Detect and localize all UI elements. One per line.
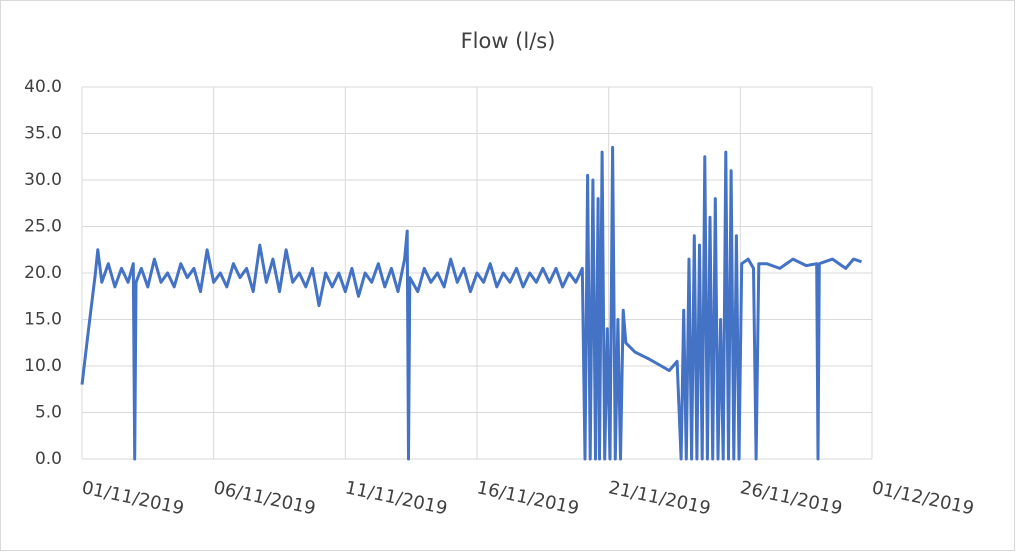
y-tick-label: 35.0 <box>24 124 62 144</box>
y-tick-label: 20.0 <box>24 263 62 283</box>
flow-line <box>80 145 862 461</box>
chart-title: Flow (l/s) <box>461 29 556 53</box>
y-tick-label: 25.0 <box>24 217 62 237</box>
y-tick-label: 15.0 <box>24 310 62 330</box>
y-tick-label: 5.0 <box>35 403 62 423</box>
y-tick-label: 40.0 <box>24 77 62 97</box>
y-tick-label: 0.0 <box>35 449 62 469</box>
y-tick-label: 30.0 <box>24 170 62 190</box>
y-tick-label: 10.0 <box>24 356 62 376</box>
